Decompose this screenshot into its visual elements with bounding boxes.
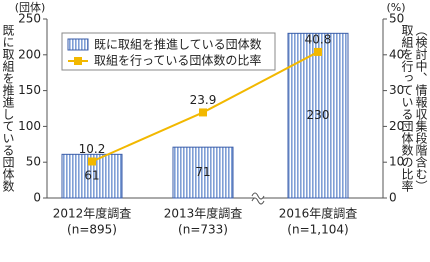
axis-break (251, 190, 265, 206)
x-tick-label: 2013年度調査 (164, 206, 243, 221)
line-marker (88, 157, 96, 166)
bar-value-label: 61 (84, 169, 99, 183)
y2-unit: (%) (386, 1, 405, 14)
y2-tick-label: 10 (389, 155, 404, 169)
x-tick-label: 2012年度調査 (53, 206, 132, 221)
legend-swatch (74, 57, 82, 65)
y2-axis-label: （検討中、情報収集段階含む） (414, 24, 428, 192)
y2-tick-label: 40 (389, 47, 404, 61)
legend-swatch (67, 38, 89, 51)
x-tick-note: (n=1,104) (287, 223, 348, 237)
legend-label: 既に取組を推進している団体数 (94, 37, 262, 52)
y-axis-label: 既に取組を推進している団体数 (1, 24, 15, 193)
bar-value-label: 230 (307, 108, 330, 122)
y-tick-label: 0 (33, 191, 41, 205)
line-marker (314, 47, 322, 56)
x-tick-note: (n=733) (178, 223, 228, 237)
legend (61, 32, 276, 71)
line-value-label: 10.2 (79, 142, 106, 156)
line-value-label: 40.8 (305, 32, 332, 46)
y-unit: (団体) (15, 0, 46, 14)
y-tick-label: 200 (18, 47, 41, 61)
line-marker (199, 108, 207, 117)
y2-tick-label: 0 (389, 191, 397, 205)
y-tick-label: 150 (18, 83, 41, 97)
y-tick-label: 100 (18, 119, 41, 133)
x-tick-label: 2016年度調査 (279, 206, 358, 221)
bar (287, 32, 349, 199)
y2-tick-label: 20 (389, 119, 404, 133)
line-value-label: 23.9 (190, 93, 217, 107)
y-tick-label: 250 (18, 12, 41, 26)
bar (172, 146, 234, 199)
y2-axis-label: 取組を行っている団体数の比率 (400, 24, 414, 192)
legend-label: 取組を行っている団体数の比率 (94, 53, 261, 68)
y2-tick-label: 30 (389, 83, 404, 97)
y2-tick-label: 50 (389, 12, 404, 26)
y-tick-label: 50 (26, 155, 41, 169)
bar-value-label: 71 (195, 165, 210, 179)
x-tick-note: (n=895) (67, 223, 117, 237)
